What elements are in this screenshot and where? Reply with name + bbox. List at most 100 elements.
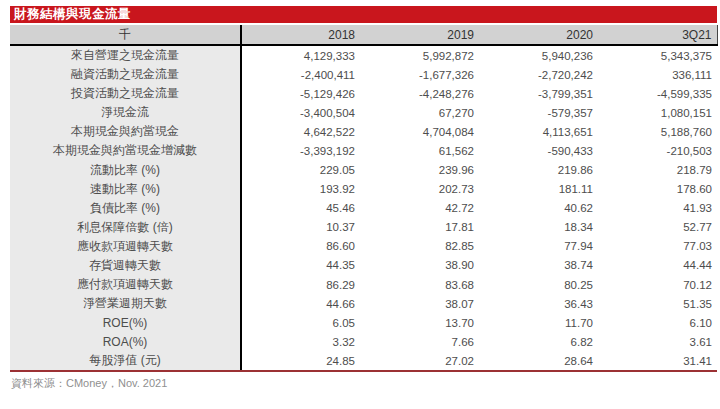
row-label: 來自營運之現金流量 bbox=[10, 45, 241, 65]
cell-value: 13.70 bbox=[360, 313, 479, 332]
cell-value: -3,799,351 bbox=[479, 84, 598, 103]
cell-value: 31.41 bbox=[598, 351, 717, 371]
row-label: 淨營業週期天數 bbox=[10, 294, 241, 313]
cell-value: 17.81 bbox=[360, 218, 479, 237]
table-row: 來自營運之現金流量4,129,3335,992,8725,940,2365,34… bbox=[10, 45, 717, 65]
cell-value: 80.25 bbox=[479, 275, 598, 294]
cell-value: -3,393,192 bbox=[241, 141, 360, 160]
cell-value: -3,400,504 bbox=[241, 103, 360, 122]
cell-value: 28.64 bbox=[479, 351, 598, 371]
cell-value: 86.60 bbox=[241, 237, 360, 256]
table-row: 本期現金與約當現金增減數-3,393,19261,562-590,433-210… bbox=[10, 141, 717, 160]
table-row: 應付款項週轉天數86.2983.6880.2570.12 bbox=[10, 275, 717, 294]
table-row: 負債比率 (%)45.4642.7240.6241.93 bbox=[10, 199, 717, 218]
cell-value: 67,270 bbox=[360, 103, 479, 122]
row-label: 應付款項週轉天數 bbox=[10, 275, 241, 294]
cell-value: 1,080,151 bbox=[598, 103, 717, 122]
cell-value: 5,940,236 bbox=[479, 45, 598, 65]
cell-value: -2,400,411 bbox=[241, 65, 360, 84]
row-label: 本期現金與約當現金 bbox=[10, 122, 241, 141]
cell-value: 3.32 bbox=[241, 332, 360, 351]
cell-value: 42.72 bbox=[360, 199, 479, 218]
cell-value: 6.82 bbox=[479, 332, 598, 351]
cell-value: 5,992,872 bbox=[360, 45, 479, 65]
table-row: 利息保障倍數 (倍)10.3717.8118.3452.77 bbox=[10, 218, 717, 237]
cell-value: 193.92 bbox=[241, 180, 360, 199]
cell-value: -2,720,242 bbox=[479, 65, 598, 84]
row-label: 融資活動之現金流量 bbox=[10, 65, 241, 84]
table-row: 本期現金與約當現金4,642,5224,704,0844,113,6515,18… bbox=[10, 122, 717, 141]
cell-value: 5,188,760 bbox=[598, 122, 717, 141]
cell-value: 219.86 bbox=[479, 160, 598, 179]
cell-value: 38.90 bbox=[360, 256, 479, 275]
col-header-2018: 2018 bbox=[241, 25, 360, 45]
cell-value: 61,562 bbox=[360, 141, 479, 160]
cell-value: -5,129,426 bbox=[241, 84, 360, 103]
cell-value: -4,599,335 bbox=[598, 84, 717, 103]
row-label: 淨現金流 bbox=[10, 103, 241, 122]
table-row: 存貨週轉天數44.3538.9038.7444.44 bbox=[10, 256, 717, 275]
table-row: 淨現金流-3,400,50467,270-579,3571,080,151 bbox=[10, 103, 717, 122]
cell-value: -579,357 bbox=[479, 103, 598, 122]
financial-table: 千 2018 2019 2020 3Q21 來自營運之現金流量4,129,333… bbox=[10, 25, 718, 372]
cell-value: 239.96 bbox=[360, 160, 479, 179]
cell-value: 10.37 bbox=[241, 218, 360, 237]
row-label: 本期現金與約當現金增減數 bbox=[10, 141, 241, 160]
cell-value: 45.46 bbox=[241, 199, 360, 218]
col-header-3q21: 3Q21 bbox=[598, 25, 717, 45]
cell-value: 5,343,375 bbox=[598, 45, 717, 65]
cell-value: 4,129,333 bbox=[241, 45, 360, 65]
cell-value: 7.66 bbox=[360, 332, 479, 351]
row-label: ROE(%) bbox=[10, 313, 241, 332]
cell-value: 44.66 bbox=[241, 294, 360, 313]
row-label: 應收款項週轉天數 bbox=[10, 237, 241, 256]
cell-value: 4,113,651 bbox=[479, 122, 598, 141]
row-label: 負債比率 (%) bbox=[10, 199, 241, 218]
cell-value: 82.85 bbox=[360, 237, 479, 256]
table-row: ROA(%)3.327.666.823.61 bbox=[10, 332, 717, 351]
cell-value: 11.70 bbox=[479, 313, 598, 332]
cell-value: 86.29 bbox=[241, 275, 360, 294]
cell-value: 27.02 bbox=[360, 351, 479, 371]
cell-value: -1,677,326 bbox=[360, 65, 479, 84]
table-row: 投資活動之現金流量-5,129,426-4,248,276-3,799,351-… bbox=[10, 84, 717, 103]
cell-value: 229.05 bbox=[241, 160, 360, 179]
table-row: 淨營業週期天數44.6638.0736.4351.35 bbox=[10, 294, 717, 313]
panel-title: 財務結構與現金流量 bbox=[10, 6, 717, 23]
table-row: 融資活動之現金流量-2,400,411-1,677,326-2,720,2423… bbox=[10, 65, 717, 84]
col-header-2019: 2019 bbox=[360, 25, 479, 45]
row-label: 投資活動之現金流量 bbox=[10, 84, 241, 103]
table-row: 流動比率 (%)229.05239.96219.86218.79 bbox=[10, 160, 717, 179]
cell-value: 178.60 bbox=[598, 180, 717, 199]
table-row: ROE(%)6.0513.7011.706.10 bbox=[10, 313, 717, 332]
cell-value: 77.03 bbox=[598, 237, 717, 256]
cell-value: -210,503 bbox=[598, 141, 717, 160]
header-row: 千 2018 2019 2020 3Q21 bbox=[10, 25, 717, 45]
row-label: ROA(%) bbox=[10, 332, 241, 351]
cell-value: 202.73 bbox=[360, 180, 479, 199]
cell-value: 83.68 bbox=[360, 275, 479, 294]
table-row: 應收款項週轉天數86.6082.8577.9477.03 bbox=[10, 237, 717, 256]
table-row: 速動比率 (%)193.92202.73181.11178.60 bbox=[10, 180, 717, 199]
row-label: 每股淨值 (元) bbox=[10, 351, 241, 371]
cell-value: 18.34 bbox=[479, 218, 598, 237]
cell-value: 44.35 bbox=[241, 256, 360, 275]
cell-value: 38.07 bbox=[360, 294, 479, 313]
cell-value: 218.79 bbox=[598, 160, 717, 179]
row-label: 存貨週轉天數 bbox=[10, 256, 241, 275]
col-header-2020: 2020 bbox=[479, 25, 598, 45]
cell-value: -590,433 bbox=[479, 141, 598, 160]
cell-value: 70.12 bbox=[598, 275, 717, 294]
cell-value: 3.61 bbox=[598, 332, 717, 351]
cell-value: 44.44 bbox=[598, 256, 717, 275]
cell-value: 52.77 bbox=[598, 218, 717, 237]
row-label: 速動比率 (%) bbox=[10, 180, 241, 199]
cell-value: 51.35 bbox=[598, 294, 717, 313]
cell-value: 24.85 bbox=[241, 351, 360, 371]
cell-value: 77.94 bbox=[479, 237, 598, 256]
cell-value: 181.11 bbox=[479, 180, 598, 199]
row-label: 利息保障倍數 (倍) bbox=[10, 218, 241, 237]
source-note: 資料來源：CMoney，Nov. 2021 bbox=[10, 376, 717, 391]
cell-value: 38.74 bbox=[479, 256, 598, 275]
cell-value: 336,111 bbox=[598, 65, 717, 84]
